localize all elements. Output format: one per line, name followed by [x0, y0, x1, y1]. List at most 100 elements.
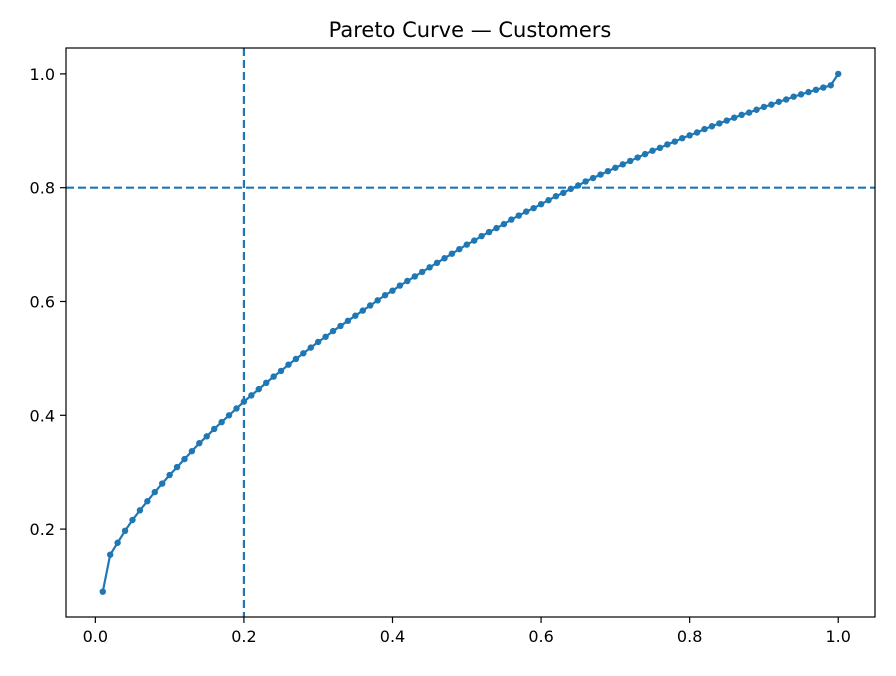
data-point [352, 312, 359, 319]
data-point [664, 141, 671, 148]
data-point [277, 367, 285, 375]
data-point [144, 498, 151, 505]
data-point [708, 123, 716, 130]
data-point [612, 164, 619, 171]
data-point [166, 471, 173, 479]
data-point [589, 174, 597, 182]
data-point [129, 516, 136, 524]
data-point [508, 216, 515, 223]
data-point [582, 178, 589, 185]
data-point [686, 132, 693, 139]
data-point [775, 98, 782, 105]
data-point [485, 228, 493, 236]
data-point [760, 103, 768, 111]
data-point [471, 237, 478, 244]
data-point [716, 120, 723, 127]
data-point [159, 480, 166, 487]
data-point [367, 302, 374, 309]
data-point [671, 138, 678, 145]
series-line [101, 73, 840, 592]
data-point [731, 114, 738, 121]
data-point [263, 379, 270, 387]
data-point [255, 385, 262, 393]
data-point [315, 338, 322, 346]
data-point [753, 106, 760, 113]
data-point [783, 96, 790, 103]
data-point [248, 392, 255, 399]
data-point [411, 273, 418, 280]
data-point [723, 117, 730, 124]
data-point [797, 91, 805, 98]
data-point [225, 412, 233, 419]
data-point [329, 327, 337, 335]
data-point [619, 161, 626, 168]
data-point [493, 224, 500, 232]
data-point [627, 157, 634, 165]
x-tick-label: 1.0 [826, 627, 851, 646]
data-point [121, 527, 129, 534]
data-point [456, 245, 463, 253]
data-point [545, 197, 552, 204]
data-point [738, 111, 745, 119]
data-point [530, 204, 537, 212]
data-point [300, 350, 307, 357]
data-point [181, 455, 188, 463]
data-point [463, 241, 470, 248]
chart-title: Pareto Curve — Customers [329, 18, 612, 42]
data-point [136, 507, 144, 514]
data-point [649, 147, 656, 154]
data-point [597, 171, 604, 178]
data-point [233, 405, 240, 412]
data-point [270, 373, 277, 380]
y-axis: 0.2 0.4 0.6 0.8 1.0 [30, 65, 66, 539]
data-point [500, 220, 508, 228]
data-point [560, 189, 567, 197]
x-tick-label: 0.6 [528, 627, 553, 646]
data-point [359, 307, 366, 314]
data-point [790, 93, 797, 100]
data-point [218, 418, 225, 426]
data-point [441, 255, 448, 262]
data-point [173, 463, 181, 471]
data-point [374, 297, 381, 304]
data-point [634, 154, 641, 161]
data-point [448, 250, 456, 257]
data-point [285, 361, 292, 368]
x-axis: 0.0 0.2 0.4 0.6 0.8 1.0 [83, 617, 851, 646]
data-point [805, 88, 812, 96]
data-point [203, 433, 210, 440]
data-point [211, 425, 218, 433]
data-point [478, 232, 485, 240]
data-point [641, 150, 649, 158]
data-point [381, 292, 389, 299]
data-point [604, 167, 612, 175]
data-point [337, 322, 344, 330]
y-tick-label: 1.0 [30, 65, 55, 84]
data-point [99, 588, 106, 595]
data-point [419, 268, 426, 276]
data-point [515, 212, 522, 219]
data-point [107, 551, 114, 558]
data-point [426, 264, 433, 271]
data-point [693, 129, 701, 136]
y-tick-label: 0.8 [30, 179, 55, 198]
x-tick-label: 0.2 [231, 627, 256, 646]
data-point [820, 84, 827, 91]
data-point [656, 144, 664, 152]
y-tick-label: 0.2 [30, 520, 55, 539]
data-point [768, 101, 775, 108]
data-point [745, 109, 753, 116]
data-point [196, 439, 203, 447]
x-tick-label: 0.0 [83, 627, 108, 646]
data-point [404, 277, 411, 285]
y-tick-label: 0.4 [30, 406, 55, 425]
data-point [827, 82, 834, 89]
data-point [307, 344, 314, 351]
data-point [396, 282, 404, 289]
data-point [812, 86, 820, 94]
data-point [835, 70, 842, 78]
x-tick-label: 0.8 [677, 627, 702, 646]
data-point [389, 287, 396, 294]
plot-area [66, 48, 875, 617]
